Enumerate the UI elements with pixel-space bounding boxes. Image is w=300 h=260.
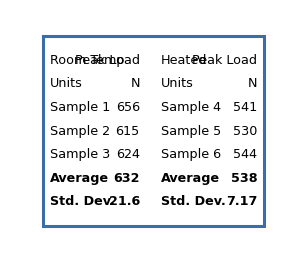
Text: 656: 656	[116, 101, 140, 114]
Text: Sample 2: Sample 2	[50, 125, 110, 138]
Text: 530: 530	[233, 125, 257, 138]
Text: Sample 5: Sample 5	[161, 125, 221, 138]
Text: Heated: Heated	[161, 54, 207, 67]
Text: Std. Dev.: Std. Dev.	[50, 196, 115, 209]
Text: Average: Average	[161, 172, 220, 185]
Text: 7.17: 7.17	[226, 196, 257, 209]
Text: N: N	[130, 77, 140, 90]
Text: Units: Units	[50, 77, 83, 90]
Text: 615: 615	[116, 125, 140, 138]
Text: Sample 1: Sample 1	[50, 101, 110, 114]
Text: Sample 3: Sample 3	[50, 148, 110, 161]
FancyBboxPatch shape	[43, 36, 264, 226]
Text: 21.6: 21.6	[109, 196, 140, 209]
Text: Room Temp: Room Temp	[50, 54, 125, 67]
Text: 624: 624	[116, 148, 140, 161]
Text: 632: 632	[113, 172, 140, 185]
Text: 541: 541	[233, 101, 257, 114]
Text: Sample 4: Sample 4	[161, 101, 221, 114]
Text: Units: Units	[161, 77, 194, 90]
Text: Peak Load: Peak Load	[75, 54, 140, 67]
Text: 544: 544	[233, 148, 257, 161]
Text: Std. Dev.: Std. Dev.	[161, 196, 226, 209]
Text: N: N	[248, 77, 257, 90]
Text: 538: 538	[231, 172, 257, 185]
Text: Sample 6: Sample 6	[161, 148, 221, 161]
Text: Peak Load: Peak Load	[192, 54, 257, 67]
Text: Average: Average	[50, 172, 110, 185]
